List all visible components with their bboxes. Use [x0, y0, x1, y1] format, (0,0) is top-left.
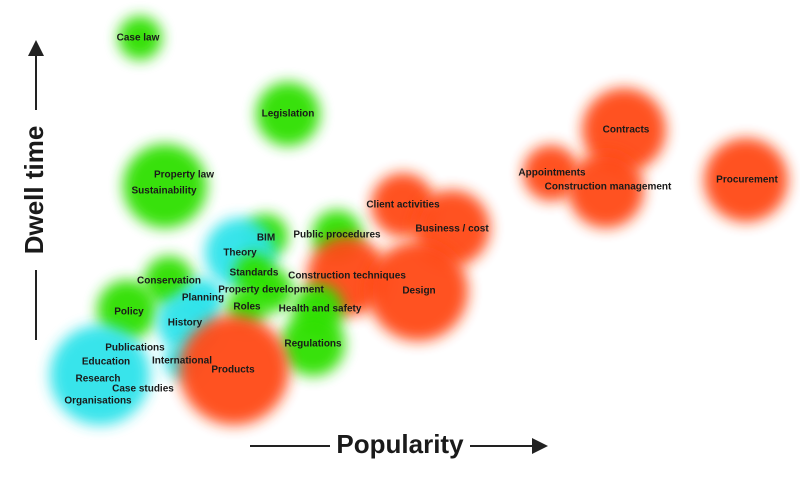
bubble-label: Policy [114, 307, 144, 318]
bubble-label: Design [402, 286, 435, 297]
bubble-label: Standards [230, 268, 279, 279]
bubble [256, 82, 320, 146]
y-arrow-head [28, 40, 44, 56]
bubble-label: Health and safety [279, 304, 362, 315]
bubble [50, 325, 150, 425]
bubble-label: International [152, 356, 212, 367]
bubble-label: Appointments [518, 168, 586, 179]
bubble [523, 145, 579, 201]
bubble [281, 312, 345, 376]
bubble-label: Construction techniques [288, 271, 406, 282]
bubble-label: Sustainability [131, 186, 196, 197]
bubble-label: Education [82, 357, 130, 368]
bubble-label: Planning [182, 293, 224, 304]
x-arrow-head [532, 438, 548, 454]
bubble [123, 144, 207, 228]
x-axis-label: Popularity [336, 429, 464, 459]
bubble-label: Property law [154, 170, 214, 181]
bubbles [50, 16, 788, 425]
bubble-label: BIM [257, 233, 275, 244]
bubble-label: Case studies [112, 384, 174, 395]
bubble-label: Theory [223, 248, 257, 259]
bubble [118, 16, 162, 60]
labels: Case law Legislation Property law Sustainab… [64, 33, 778, 407]
bubble-label: Regulations [284, 339, 342, 350]
bubble [582, 88, 666, 172]
bubble-label: Organisations [64, 396, 132, 407]
bubble-label: Client activities [366, 200, 440, 211]
bubble-label: Conservation [137, 276, 201, 287]
bubble-label: Construction management [545, 182, 672, 193]
bubble-label: Procurement [716, 175, 778, 186]
bubble [179, 315, 289, 425]
bubble [704, 138, 788, 222]
bubble-label: Contracts [603, 125, 650, 136]
bubble [97, 280, 157, 340]
bubble-label: Property development [218, 285, 324, 296]
bubble-label: Roles [233, 302, 261, 313]
bubble-label: Publications [105, 343, 165, 354]
bubble-label: Research [75, 374, 120, 385]
bubble-label: Products [211, 365, 255, 376]
bubble-label: Legislation [262, 109, 315, 120]
bubble-label: History [168, 318, 203, 329]
bubble [568, 152, 644, 228]
bubble [368, 241, 468, 341]
bubble-label: Case law [117, 33, 160, 44]
y-axis-label: Dwell time [19, 126, 49, 255]
bubble-label: Public procedures [293, 230, 381, 241]
bubble-label: Business / cost [415, 224, 489, 235]
